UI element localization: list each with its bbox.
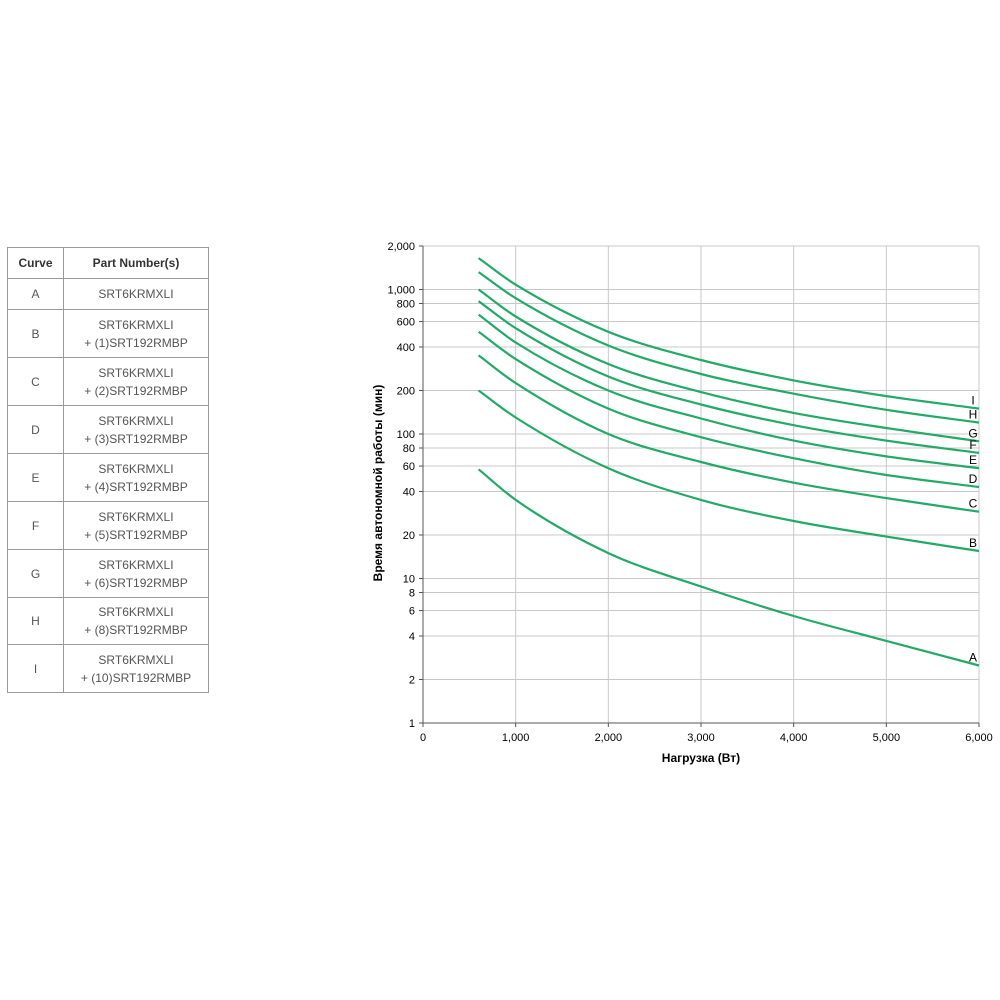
part-number-line: SRT6KRMXLI bbox=[98, 652, 174, 667]
parts-table: Curve Part Number(s) A SRT6KRMXLI B SRT6KRM… bbox=[7, 247, 209, 693]
part-number-line: SRT6KRMXLI bbox=[98, 365, 174, 380]
y-tick-label: 1 bbox=[409, 718, 415, 730]
part-number-cell: SRT6KRMXLI + (2)SRT192RMBP bbox=[63, 357, 209, 406]
chart-grid bbox=[423, 245, 980, 724]
series-line-f bbox=[477, 300, 980, 454]
y-axis-title: Время автономной работы (мин) bbox=[371, 385, 385, 582]
y-tick-label: 800 bbox=[397, 299, 415, 311]
part-number-addon-line: + (10)SRT192RMBP bbox=[80, 670, 192, 685]
part-number-addon-line: + (1)SRT192RMBP bbox=[84, 335, 188, 350]
table-row: E SRT6KRMXLI + (4)SRT192RMBP bbox=[7, 453, 209, 502]
series-label-b: B bbox=[969, 536, 977, 550]
part-number-cell: SRT6KRMXLI + (1)SRT192RMBP bbox=[63, 309, 209, 358]
y-tick-label: 100 bbox=[397, 429, 415, 441]
y-tick-label: 20 bbox=[403, 530, 415, 542]
part-number-cell: SRT6KRMXLI + (6)SRT192RMBP bbox=[63, 549, 209, 598]
y-tick-label: 60 bbox=[403, 461, 415, 473]
curve-cell: C bbox=[7, 357, 64, 406]
series-label-g: G bbox=[968, 426, 977, 440]
series-line-d bbox=[477, 330, 980, 489]
x-tick-label: 6,000 bbox=[965, 732, 993, 744]
table-row: D SRT6KRMXLI + (3)SRT192RMBP bbox=[7, 405, 209, 454]
y-tick-label: 6 bbox=[409, 606, 415, 618]
chart-series bbox=[477, 257, 980, 667]
series-line-i bbox=[477, 257, 980, 410]
table-row: I SRT6KRMXLI + (10)SRT192RMBP bbox=[7, 644, 209, 693]
part-number-cell: SRT6KRMXLI + (3)SRT192RMBP bbox=[63, 405, 209, 454]
x-tick-label: 2,000 bbox=[595, 732, 623, 744]
series-label-c: C bbox=[969, 497, 978, 511]
part-number-cell: SRT6KRMXLI + (8)SRT192RMBP bbox=[63, 597, 209, 645]
part-number-addon-line: + (5)SRT192RMBP bbox=[84, 527, 188, 542]
part-number-line: SRT6KRMXLI bbox=[98, 317, 174, 332]
x-tick-label: 4,000 bbox=[780, 732, 808, 744]
table-row: C SRT6KRMXLI + (2)SRT192RMBP bbox=[7, 357, 209, 406]
table-row: F SRT6KRMXLI + (5)SRT192RMBP bbox=[7, 501, 209, 550]
y-tick-label: 4 bbox=[409, 631, 415, 643]
y-tick-label: 2,000 bbox=[387, 241, 415, 253]
series-label-e: E bbox=[969, 453, 977, 467]
y-tick-label: 80 bbox=[403, 443, 415, 455]
x-axis-title: Нагрузка (Вт) bbox=[662, 751, 740, 765]
curve-column-header: Curve bbox=[7, 247, 64, 279]
x-tick-label: 0 bbox=[420, 732, 426, 744]
y-tick-label: 400 bbox=[397, 342, 415, 354]
curve-cell: G bbox=[7, 549, 64, 598]
y-tick-label: 1,000 bbox=[387, 284, 415, 296]
table-row: B SRT6KRMXLI + (1)SRT192RMBP bbox=[7, 309, 209, 358]
curve-cell: B bbox=[7, 309, 64, 358]
series-line-b bbox=[477, 389, 980, 553]
part-number-addon-line: + (6)SRT192RMBP bbox=[84, 575, 188, 590]
x-tick-label: 5,000 bbox=[873, 732, 901, 744]
y-tick-label: 2 bbox=[409, 675, 415, 687]
series-label-i: I bbox=[971, 394, 974, 408]
part-number-line: SRT6KRMXLI bbox=[98, 605, 174, 619]
y-tick-label: 40 bbox=[403, 487, 415, 499]
part-number-line: SRT6KRMXLI bbox=[98, 461, 174, 476]
part-number-addon-line: + (2)SRT192RMBP bbox=[84, 383, 188, 398]
part-number-cell: SRT6KRMXLI + (10)SRT192RMBP bbox=[63, 644, 209, 693]
series-label-h: H bbox=[969, 408, 978, 422]
series-line-a bbox=[477, 468, 980, 667]
part-number-addon-line: + (3)SRT192RMBP bbox=[84, 431, 188, 446]
chart-tick-labels: 0 1,000 2,000 3,000 4,000 5,000 6,000 1 2 4 6 8 10 20… bbox=[387, 241, 992, 744]
series-line-c bbox=[477, 354, 980, 513]
series-line-e bbox=[477, 313, 980, 470]
y-tick-label: 200 bbox=[397, 386, 415, 398]
series-line-h bbox=[477, 271, 980, 424]
y-tick-label: 600 bbox=[397, 317, 415, 329]
part-number-line: SRT6KRMXLI bbox=[98, 557, 174, 572]
chart-axes bbox=[419, 245, 980, 727]
y-tick-label: 10 bbox=[403, 573, 415, 585]
table-body: A SRT6KRMXLI B SRT6KRMXLI + (1)SRT192RMBP C SR… bbox=[7, 278, 209, 693]
table-header-row: Curve Part Number(s) bbox=[7, 247, 209, 279]
y-tick-label: 8 bbox=[409, 588, 415, 600]
x-tick-label: 1,000 bbox=[502, 732, 530, 744]
part-numbers-column-header: Part Number(s) bbox=[63, 247, 209, 279]
x-tick-label: 3,000 bbox=[687, 732, 715, 744]
part-number-addon-line: + (4)SRT192RMBP bbox=[84, 479, 188, 494]
part-number-addon-line: + (8)SRT192RMBP bbox=[84, 623, 188, 637]
part-number-line: SRT6KRMXLI bbox=[98, 413, 174, 428]
part-number-cell: SRT6KRMXLI + (4)SRT192RMBP bbox=[63, 453, 209, 502]
curve-cell: D bbox=[7, 405, 64, 454]
series-label-a: A bbox=[969, 650, 977, 664]
table-row: H SRT6KRMXLI + (8)SRT192RMBP bbox=[7, 597, 209, 645]
series-label-f: F bbox=[969, 438, 976, 452]
part-number-line: SRT6KRMXLI bbox=[98, 287, 174, 301]
table-row: G SRT6KRMXLI + (6)SRT192RMBP bbox=[7, 549, 209, 598]
part-number-cell: SRT6KRMXLI + (5)SRT192RMBP bbox=[63, 501, 209, 550]
series-label-d: D bbox=[969, 472, 978, 486]
series-line-g bbox=[477, 288, 980, 443]
part-number-line: SRT6KRMXLI bbox=[98, 509, 174, 524]
